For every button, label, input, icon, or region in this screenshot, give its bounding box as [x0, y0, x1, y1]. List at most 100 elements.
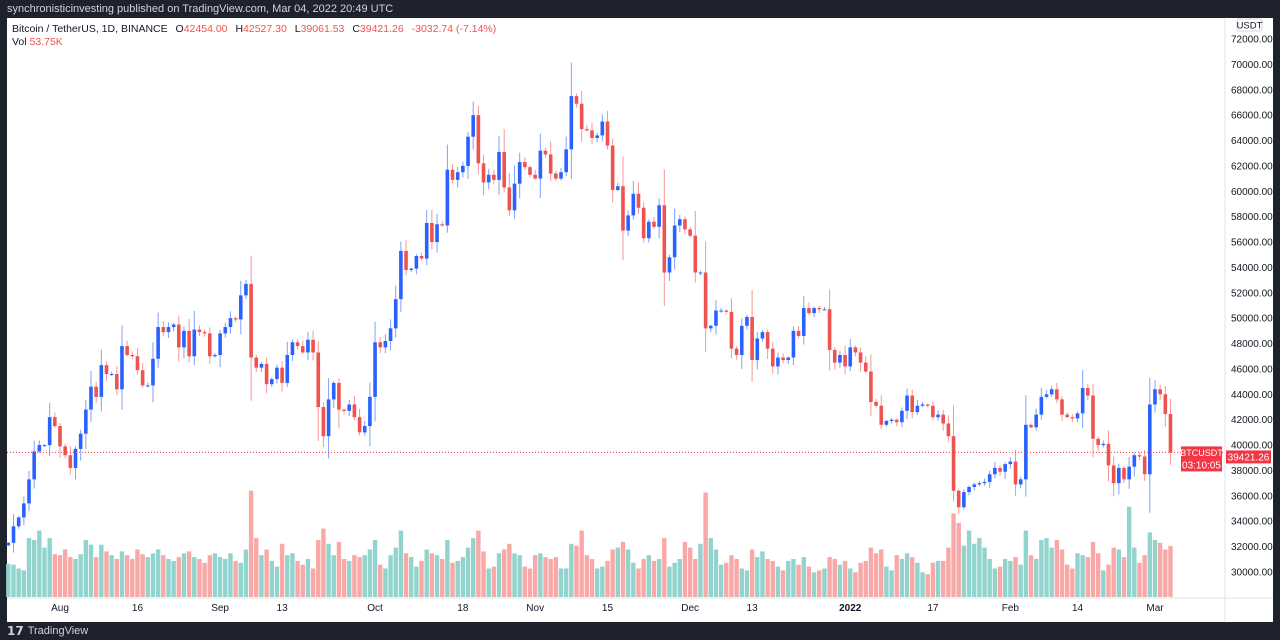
volume-bar: [424, 549, 429, 597]
candle: [569, 62, 574, 179]
volume-bar: [579, 530, 584, 597]
candle-body: [182, 330, 186, 348]
candle-body: [84, 409, 88, 434]
candle-body: [590, 130, 594, 138]
volume-bar: [775, 566, 781, 597]
candle-body: [807, 308, 811, 314]
time-tick: 14: [1072, 603, 1084, 614]
candle: [1158, 384, 1162, 401]
candle-body: [1044, 394, 1049, 397]
candle: [16, 515, 21, 529]
volume-bar: [419, 560, 424, 597]
time-axis[interactable]: Aug 16 Sep 13 Oct 18 Nov 15 Dec 13 2022 17 Feb 14 Mar: [51, 603, 1164, 614]
candle-body: [42, 445, 47, 447]
candle-body: [151, 358, 155, 386]
candle-body: [517, 162, 522, 184]
volume-bar: [796, 564, 801, 597]
candle-body: [430, 223, 434, 243]
candle: [688, 226, 692, 238]
candle: [884, 419, 889, 427]
candle: [321, 402, 326, 447]
volume-bar: [16, 568, 21, 597]
volume-bar: [1106, 564, 1111, 597]
candle-body: [275, 367, 279, 380]
candle-body: [228, 318, 233, 328]
candle: [869, 354, 873, 417]
candle-body: [817, 308, 822, 310]
candle-body: [543, 150, 548, 155]
volume-bar: [941, 560, 946, 597]
volume-bar: [687, 547, 693, 597]
countdown-badge: 03:10:05: [1181, 459, 1222, 472]
candle-body: [450, 169, 455, 180]
symbol-name[interactable]: Bitcoin / TetherUS, 1D, BINANCE: [12, 23, 168, 35]
volume-bar: [409, 557, 414, 597]
candle: [125, 340, 129, 357]
candle-body: [249, 283, 253, 358]
volume-bar: [553, 557, 559, 597]
candle-body: [662, 205, 667, 273]
price-tick: 46000.00: [1231, 364, 1273, 375]
currency-badge[interactable]: USDT: [1236, 18, 1263, 32]
volume-bar: [357, 557, 362, 597]
candle-body: [223, 327, 228, 334]
candle: [554, 170, 558, 182]
candle-body: [11, 526, 16, 543]
candle: [1168, 398, 1173, 465]
candle-body: [1117, 467, 1121, 484]
candle-body: [600, 121, 605, 136]
price-axis[interactable]: 30000.00 32000.00 34000.00 36000.00 38000.00…: [1231, 35, 1273, 579]
candle-body: [745, 316, 749, 326]
candle: [89, 370, 93, 422]
candle-body: [497, 151, 501, 180]
volume-bar: [1064, 564, 1070, 597]
volume-bar: [786, 560, 791, 597]
candle: [636, 182, 641, 214]
volume-bar: [1049, 547, 1054, 597]
candle: [11, 514, 16, 553]
candle-body: [750, 316, 754, 361]
candle: [972, 482, 977, 491]
volume-bar: [403, 553, 409, 597]
candle: [739, 318, 744, 369]
candle: [388, 319, 393, 351]
candle: [53, 412, 57, 429]
candle: [383, 334, 388, 354]
volume-bar: [569, 543, 574, 597]
candle: [512, 165, 517, 219]
candle-body: [1163, 394, 1168, 414]
candle: [1148, 377, 1152, 513]
candle-body: [657, 205, 661, 227]
candle-body: [357, 417, 362, 433]
volume-bar: [842, 560, 848, 597]
candle-body: [894, 419, 899, 423]
candle-body: [1039, 396, 1044, 415]
candle-body: [99, 365, 104, 397]
candle: [264, 357, 269, 394]
tradingview-logo-icon[interactable]: 𝟭𝟳: [7, 624, 24, 638]
candle-body: [1018, 479, 1023, 485]
volume-bar: [1039, 540, 1044, 597]
candle-body: [1003, 464, 1007, 472]
candle: [218, 329, 222, 368]
volume-label[interactable]: Vol: [12, 36, 27, 48]
candle: [708, 324, 713, 333]
volume-bar: [104, 551, 109, 597]
candle-body: [176, 324, 181, 348]
chart-panel[interactable]: [7, 18, 1273, 622]
candle-body: [244, 283, 248, 296]
candle-body: [858, 352, 863, 363]
candle-body: [931, 405, 935, 418]
volume-bar: [347, 560, 352, 597]
volume-bar: [703, 492, 708, 597]
volume-bar: [455, 560, 460, 597]
footer-brand[interactable]: TradingView: [27, 625, 89, 637]
candle-body: [755, 338, 760, 361]
candle: [745, 314, 749, 330]
candle: [1008, 457, 1013, 469]
volume-bar: [873, 553, 879, 597]
volume-bar: [879, 549, 884, 597]
candle: [564, 136, 568, 177]
candle-body: [838, 354, 842, 363]
